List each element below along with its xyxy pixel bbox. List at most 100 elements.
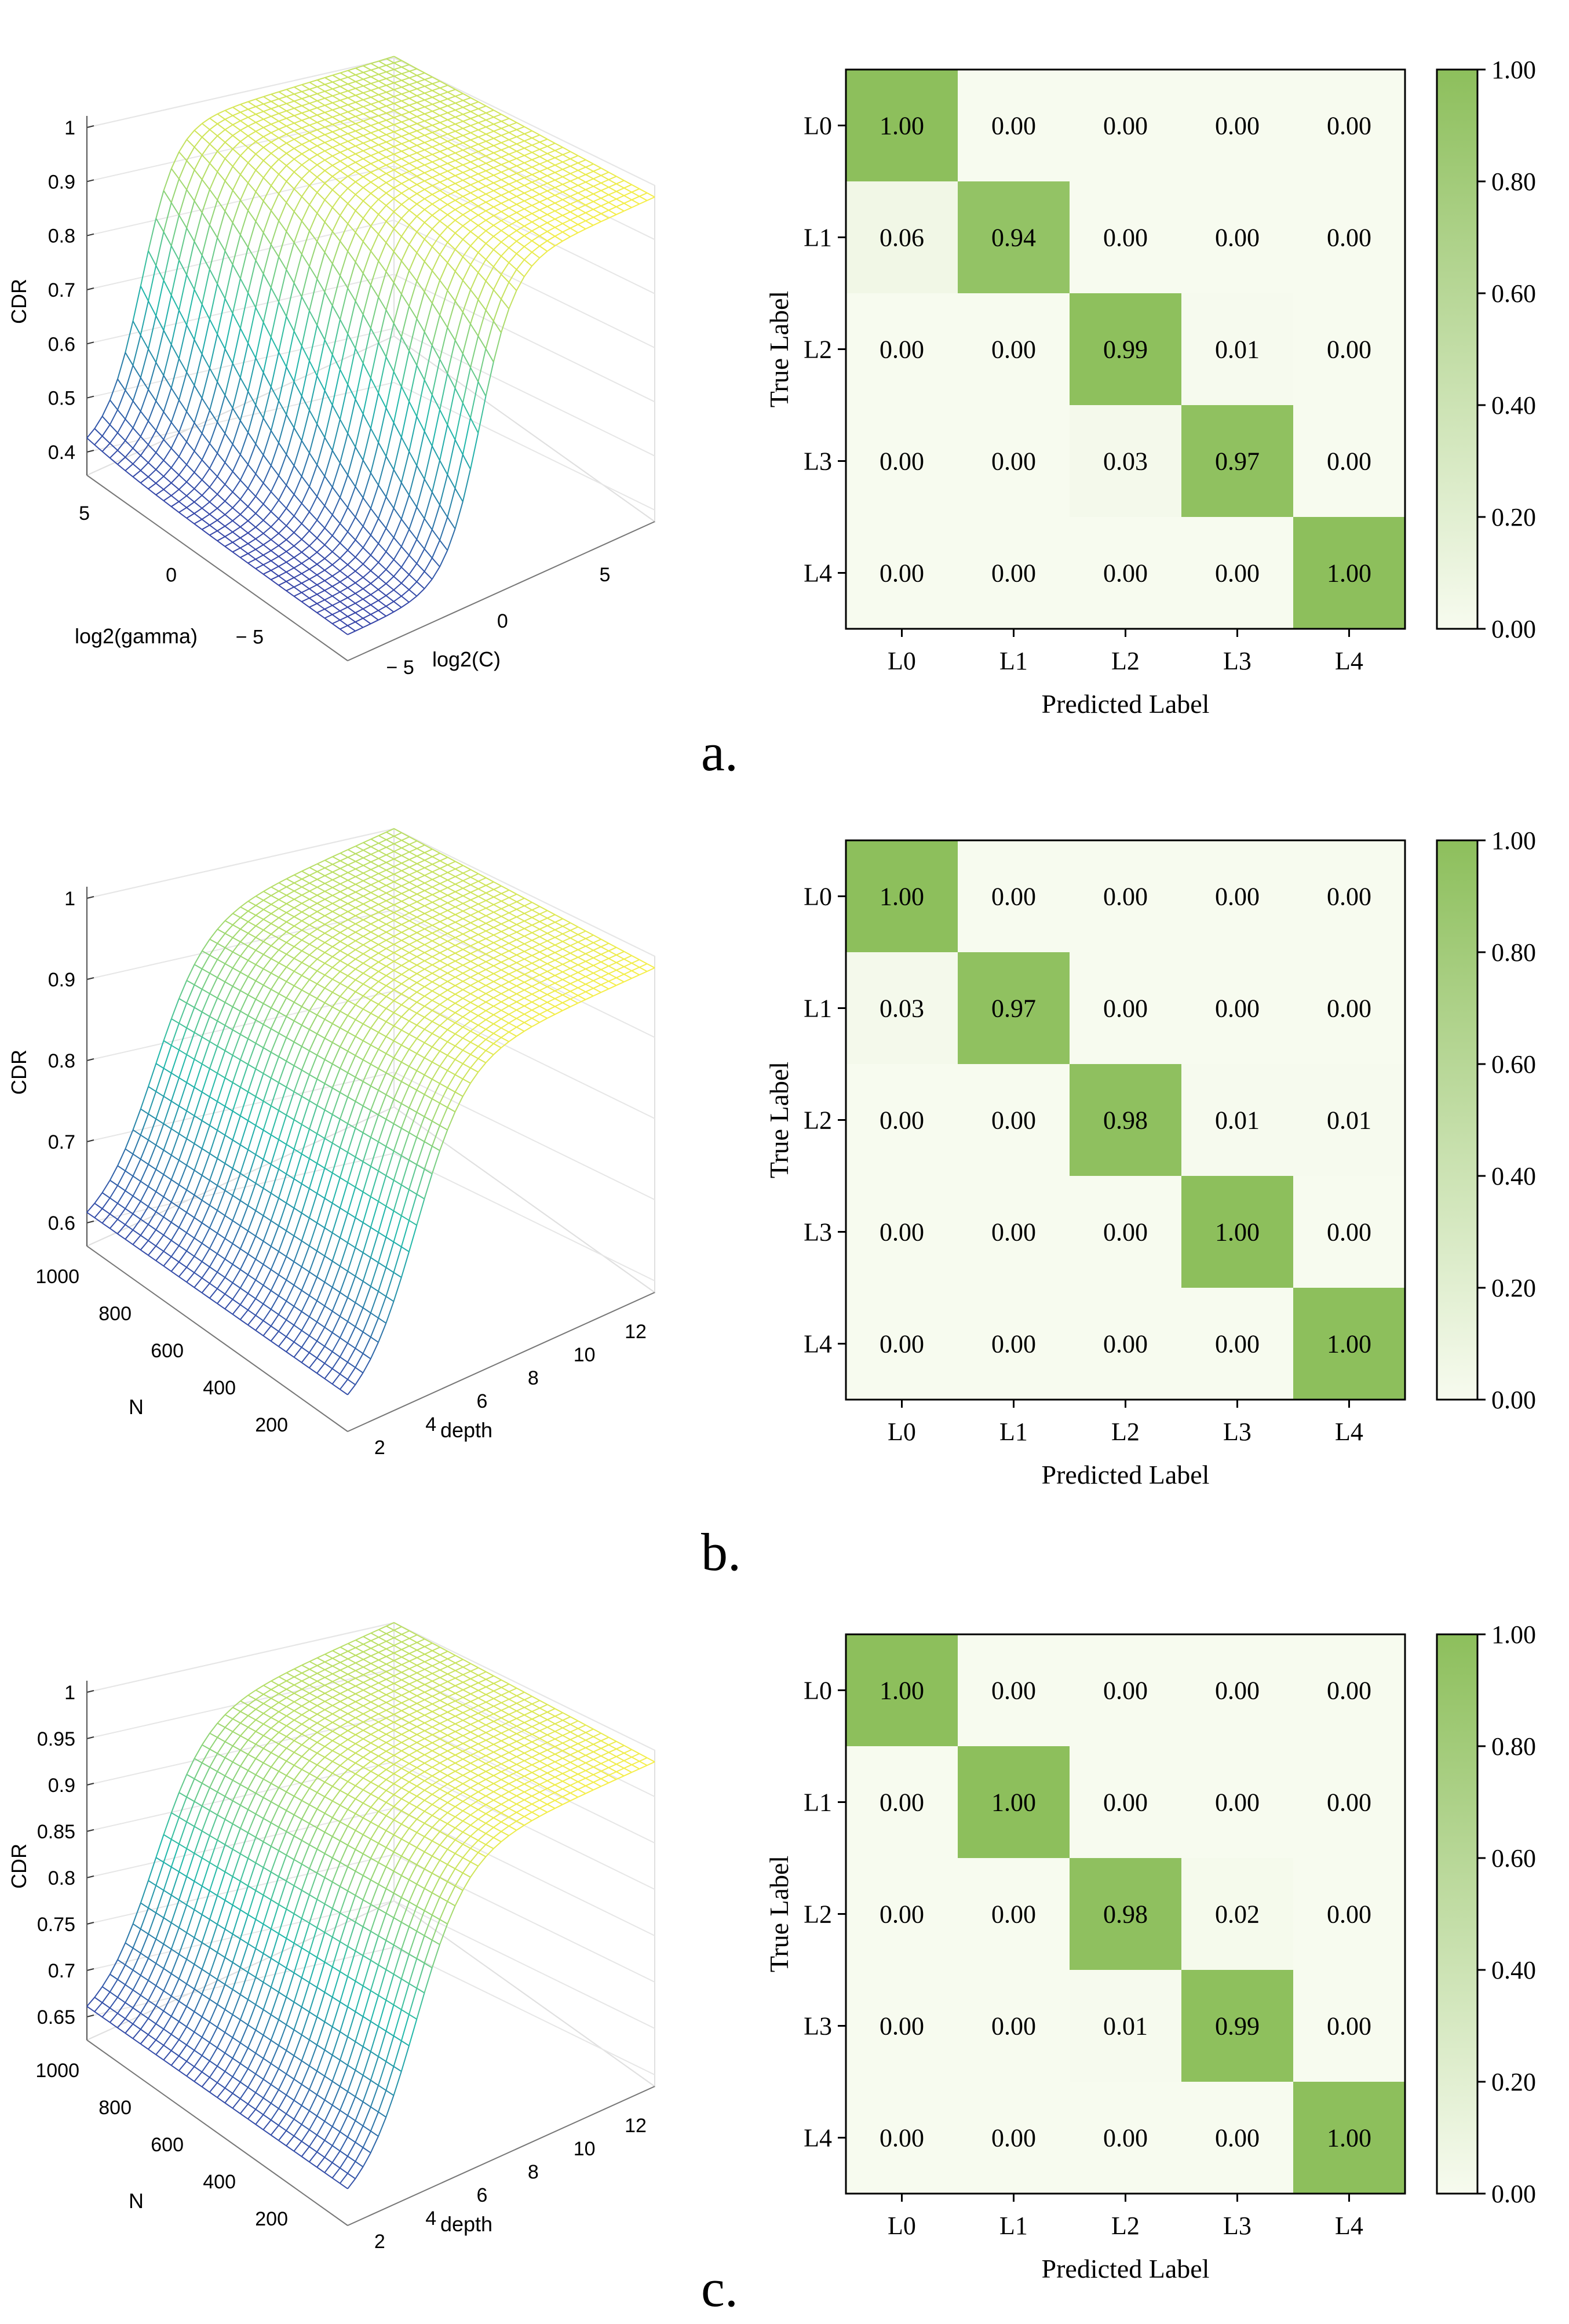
surface-mesh-line [278, 165, 287, 175]
surface-mesh-line [370, 1312, 379, 1319]
surface-mesh-line [263, 886, 272, 892]
surface-mesh-line [501, 134, 509, 140]
surface-mesh-line [363, 872, 371, 878]
surface-mesh-line [393, 1241, 402, 1248]
surface-mesh-line [370, 192, 379, 200]
surface-mesh-line [178, 1082, 188, 1106]
surface-mesh-line [132, 411, 141, 428]
surface-mesh-line [240, 1059, 249, 1065]
surface-mesh-line [247, 125, 256, 132]
surface-mesh-line [400, 555, 410, 568]
surface-mesh-line [347, 907, 356, 912]
surface-mesh-line [247, 391, 257, 406]
surface-mesh-line [386, 900, 395, 906]
surface-mesh-line [163, 1240, 172, 1252]
surface-mesh-line [531, 130, 540, 136]
surface-mesh-line [224, 158, 233, 167]
surface-mesh-line [163, 295, 172, 331]
surface-mesh-line [140, 1108, 149, 1114]
surface-mesh-line [332, 570, 341, 577]
surface-mesh-line [194, 450, 203, 461]
surface-mesh-line [501, 187, 509, 192]
surface-mesh-line [408, 77, 418, 83]
surface-mesh-line [347, 975, 356, 981]
surface-mesh-line [262, 958, 272, 970]
surface-mesh-line [531, 213, 540, 219]
surface-mesh-line [439, 254, 448, 263]
surface-mesh-line [240, 479, 249, 489]
surface-mesh-line [362, 241, 371, 252]
surface-mesh-line [408, 179, 418, 185]
surface-mesh-line [600, 202, 609, 207]
surface-mesh-line [385, 1236, 395, 1243]
surface-mesh-line [309, 959, 318, 967]
surface-mesh-line [470, 1011, 479, 1017]
surface-mesh-line [516, 253, 525, 260]
surface-mesh-line [431, 394, 440, 410]
surface-mesh-line [378, 221, 387, 235]
surface-mesh-line [378, 74, 387, 79]
surface-mesh-line [255, 504, 264, 514]
surface-mesh-line [355, 241, 364, 263]
surface-mesh-line [286, 1091, 295, 1116]
surface-mesh-line [493, 149, 502, 154]
surface-mesh-line [593, 942, 601, 948]
surface-mesh-line [224, 484, 233, 493]
surface-mesh-line [547, 218, 556, 224]
surface-mesh-line [439, 857, 448, 862]
surface-mesh-line [278, 942, 287, 950]
surface-mesh-line [125, 1239, 133, 1245]
surface-mesh-line [140, 1181, 149, 1188]
surface-mesh-line [209, 1130, 218, 1154]
surface-mesh-line [270, 287, 279, 303]
surface-mesh-line [393, 546, 402, 560]
surface-mesh-line [293, 582, 302, 588]
surface-mesh-line [232, 200, 241, 223]
surface-mesh-line [324, 150, 333, 156]
surface-mesh-line [378, 919, 387, 925]
surface-mesh-line [385, 422, 395, 457]
surface-mesh-line [217, 1046, 225, 1051]
surface-mesh-line [378, 551, 387, 563]
surface-mesh-line [170, 495, 180, 502]
surface-mesh-line [493, 266, 502, 275]
surface-mesh-line [309, 915, 318, 921]
surface-mesh-line [271, 895, 279, 901]
surface-mesh-line [224, 1001, 233, 1008]
surface-mesh-line [370, 159, 379, 165]
surface-mesh-line [293, 1046, 302, 1066]
surface-mesh-line [508, 199, 517, 205]
surface-mesh-line [386, 56, 395, 60]
surface-mesh-line [247, 293, 257, 308]
surface-mesh-line [301, 582, 310, 589]
surface-mesh-line [340, 176, 348, 183]
surface-mesh-line [578, 162, 586, 168]
surface-mesh-line [362, 378, 371, 414]
surface-mesh-line [263, 132, 272, 137]
surface-mesh-line [355, 1276, 364, 1282]
surface-mesh-line [294, 1001, 302, 1007]
surface-mesh-line [332, 932, 341, 938]
surface-mesh-line [316, 1372, 325, 1379]
surface-mesh-line [332, 93, 341, 97]
surface-mesh-line [385, 496, 395, 509]
surface-mesh-line [439, 960, 448, 966]
surface-mesh-line [386, 178, 395, 184]
surface-mesh-line [447, 123, 456, 128]
surface-mesh-line [255, 1047, 264, 1069]
surface-mesh-line [455, 199, 464, 206]
cm-cell-value: 0.00 [880, 336, 924, 364]
surface-mesh-line [501, 993, 509, 999]
surface-mesh-line [462, 219, 471, 227]
surface-mesh-line [271, 166, 279, 175]
surface-mesh-line [201, 1153, 210, 1176]
surface-mesh-line [608, 176, 617, 180]
surface-mesh-line [547, 187, 556, 192]
surface-mesh-line [263, 108, 272, 112]
surface-mesh-line [509, 180, 517, 185]
surface-mesh-line [301, 573, 310, 580]
surface-mesh-line [255, 169, 264, 179]
surface-mesh-line [217, 1163, 226, 1186]
surface-mesh-line [286, 283, 295, 317]
cm-col-label: L2 [1111, 647, 1140, 675]
